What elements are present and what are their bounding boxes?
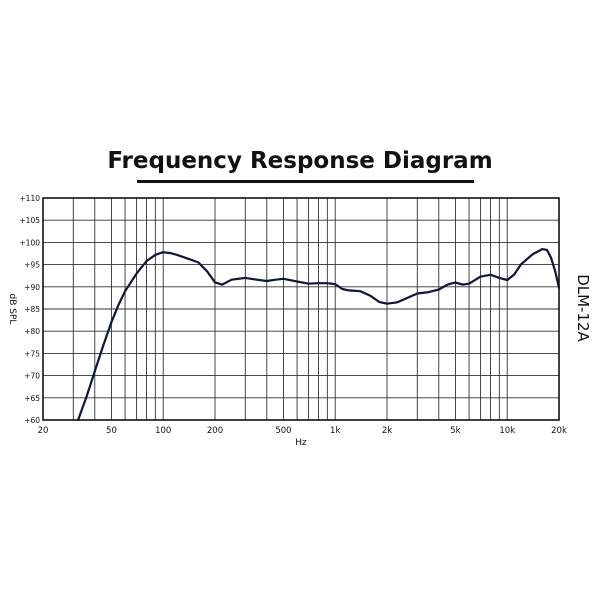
x-tick-label: 100 (155, 426, 171, 436)
y-tick-label: +80 (24, 327, 40, 336)
x-axis-label: Hz (295, 438, 307, 448)
y-tick-label: +95 (24, 261, 40, 270)
x-tick-label: 50 (106, 426, 117, 436)
y-tick-label: +90 (24, 283, 40, 292)
tick-layer: 20 50 100 200 500 1k 2k 5k 10k 20k +60 +65 +70 +75 +80… (19, 194, 567, 436)
x-tick-label: 20k (551, 426, 567, 436)
y-tick-label: +70 (24, 372, 40, 381)
chart-title: Frequency Response Diagram (107, 148, 493, 174)
y-tick-label: +85 (24, 305, 40, 314)
grid-layer (42, 197, 560, 421)
response-curve-line (77, 248, 561, 422)
y-tick-label: +60 (24, 416, 40, 425)
series-layer (77, 248, 561, 422)
title-underline (137, 180, 474, 183)
y-tick-label: +75 (24, 349, 40, 358)
x-tick-label: 2k (382, 426, 392, 436)
y-tick-label: +100 (19, 238, 40, 247)
x-tick-label: 20 (38, 426, 49, 436)
x-tick-label: 200 (207, 426, 223, 436)
plot-frame (42, 197, 560, 421)
y-tick-label: +110 (19, 194, 40, 203)
x-tick-label: 10k (499, 426, 515, 436)
y-tick-label: +105 (19, 216, 40, 225)
x-tick-label: 5k (450, 426, 460, 436)
y-tick-label: +65 (24, 394, 40, 403)
x-tick-label: 1k (330, 426, 340, 436)
y-axis-label: dB SPL (7, 294, 17, 325)
x-tick-label: 500 (275, 426, 291, 436)
